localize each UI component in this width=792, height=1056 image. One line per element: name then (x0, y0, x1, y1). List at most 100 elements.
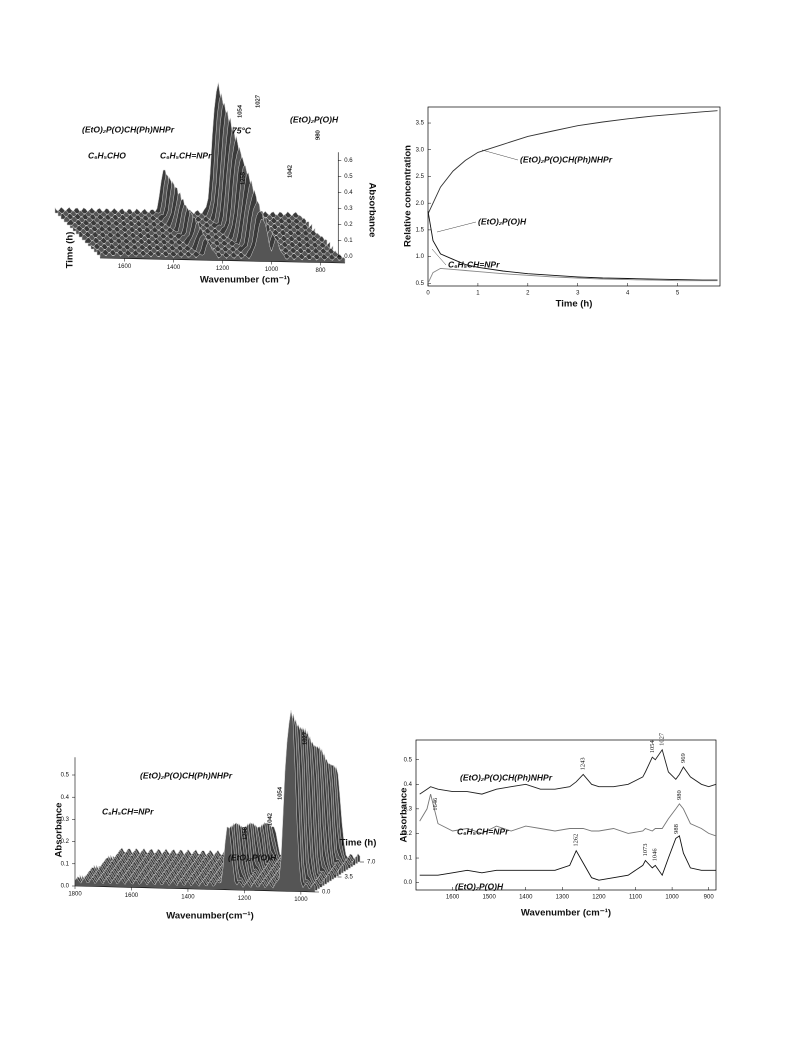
y-tick-label: 1.5 (416, 227, 425, 233)
z-tick-label: 0.3 (61, 817, 70, 823)
peak-label: 1646 (432, 797, 439, 811)
x-tick-label: 1300 (556, 895, 570, 901)
z-axis-label: Absorbance (54, 803, 65, 858)
y-tick-label: 2.0 (416, 201, 425, 207)
series-line (419, 748, 717, 795)
z-tick-label: 0.2 (344, 222, 353, 228)
y-tick-label: 3.0 (416, 147, 425, 153)
series-line (427, 267, 718, 284)
x-axis-label: Time (h) (556, 299, 593, 310)
x-tick-label: 1000 (265, 267, 279, 273)
peak-label: 1054 (649, 739, 656, 753)
y-tick-label: 0.3 (404, 806, 413, 812)
compound-label: (EtO)₂P(O)CH(Ph)NHPr (82, 124, 175, 134)
peak-label: 1073 (642, 843, 649, 856)
x-tick-label: 1500 (482, 895, 496, 901)
x-tick-label: 3 (576, 291, 580, 297)
peak-label: 1258 (241, 827, 248, 840)
compound-label: C₆H₅CH=NPr (160, 150, 212, 160)
x-tick-label: 1200 (592, 895, 606, 901)
plot-frame (427, 106, 721, 287)
peak-label: 1243 (580, 757, 587, 770)
peak-label: 1027 (301, 731, 308, 745)
peak-label: 980 (314, 130, 321, 140)
y-axis-label: Absorbance (399, 788, 410, 843)
label-arrow (436, 221, 477, 233)
series-label: (EtO)₂P(O)H (478, 216, 527, 226)
plot-frame (415, 739, 717, 891)
compound-label: C₆H₅CHO (88, 150, 126, 160)
x-tick-label: 1000 (294, 897, 308, 903)
y-tick-label: 2.5 (416, 174, 425, 180)
series-label: (EtO)₂P(O)H (455, 881, 504, 891)
z-axis-label: Absorbance (366, 183, 377, 238)
y-tick-label: 0.1 (404, 856, 413, 862)
x-tick-label: 4 (626, 291, 630, 297)
series-line (419, 835, 716, 881)
peak-label: 1054 (236, 104, 243, 118)
y-tick-label: 0.0 (404, 880, 413, 886)
series-line (419, 793, 717, 837)
series-line (427, 110, 718, 215)
series-line (427, 211, 718, 281)
x-tick-label: 1200 (216, 266, 230, 272)
x-tick-label: 1100 (629, 895, 643, 901)
x-tick-label: 5 (676, 291, 680, 297)
z-tick-label: 0.0 (61, 884, 70, 890)
x-tick-label: 2 (526, 291, 530, 297)
z-tick-label: 0.4 (61, 795, 70, 801)
peak-label: 1027 (254, 94, 261, 108)
x-axis-label: Wavenumber(cm⁻¹) (166, 911, 254, 922)
y-tick-label: 3.5 (345, 875, 354, 881)
z-tick-label: 0.3 (344, 206, 353, 212)
peak-label: 1255 (239, 172, 246, 185)
x-tick-label: 1200 (238, 896, 252, 902)
peak-label: 969 (680, 753, 687, 763)
peak-label: 1042 (266, 813, 273, 826)
y-axis-label: Relative concentration (403, 145, 414, 247)
peak-label: 1262 (573, 834, 580, 847)
x-tick-label: 1600 (125, 893, 139, 899)
series-label: (EtO)₂P(O)CH(Ph)NHPr (520, 154, 613, 164)
x-tick-label: 1 (476, 291, 480, 297)
label-arrow (481, 149, 519, 161)
compound-label: (EtO)₂P(O)CH(Ph)NHPr (140, 770, 233, 780)
z-tick-label: 0.1 (61, 861, 70, 867)
waterfall-surface (74, 710, 361, 893)
x-axis (74, 885, 316, 893)
y-tick-label: 0.4 (404, 782, 413, 788)
x-tick-label: 900 (704, 895, 715, 901)
peak-label: 1042 (286, 165, 293, 178)
peak-label: 1046 (652, 848, 659, 862)
x-tick-label: 1600 (118, 264, 132, 270)
y-tick-label: 3.5 (416, 121, 425, 127)
y-tick-label: 0.2 (404, 831, 413, 837)
z-tick-label: 0.5 (344, 174, 353, 180)
x-axis-label: Wavenumber (cm⁻¹) (200, 275, 290, 286)
y-axis-label: Time (h) (65, 232, 76, 269)
ridge (99, 218, 346, 264)
series-label: C₆H₅CH=NPr (457, 826, 509, 836)
compound-label: (EtO)₂P(O)H (290, 114, 339, 124)
ridge (96, 211, 343, 261)
y-tick-label: 7.0 (367, 860, 376, 866)
z-tick-label: 0.5 (61, 773, 70, 779)
ridge (74, 710, 316, 893)
z-tick-label: 0.2 (61, 839, 70, 845)
x-tick-label: 800 (315, 268, 326, 274)
x-axis-label: Wavenumber (cm⁻¹) (521, 908, 611, 919)
y-tick-label: 0.0 (322, 890, 331, 896)
peak-label: 1054 (276, 786, 283, 800)
x-tick-label: 1400 (519, 895, 533, 901)
ridge (84, 172, 331, 249)
z-tick-label: 0.4 (344, 190, 353, 196)
ridge (87, 179, 334, 252)
y-axis-label: Time (h) (340, 838, 377, 849)
y-tick-label: 0.5 (404, 757, 413, 763)
x-tick-label: 1800 (68, 892, 82, 898)
series-label: (EtO)₂P(O)CH(Ph)NHPr (460, 772, 553, 782)
x-tick-label: 1400 (181, 894, 195, 900)
series-label: C₆H₅CH=NPr (448, 259, 500, 269)
x-tick-label: 1000 (665, 895, 679, 901)
